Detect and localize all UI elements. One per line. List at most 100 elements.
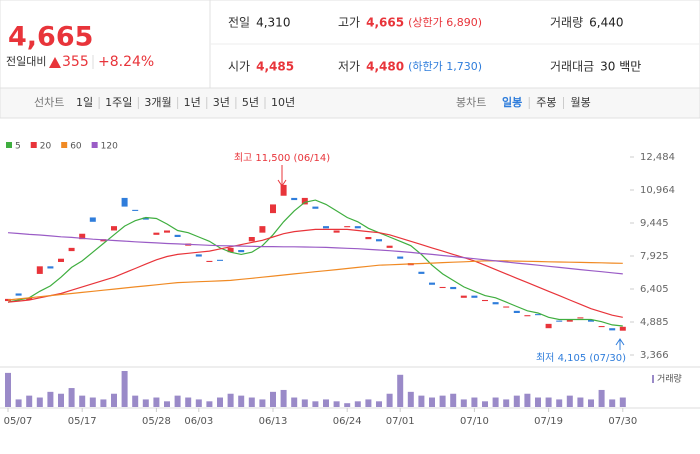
- volume-bar: [312, 401, 319, 407]
- change: 355: [62, 54, 89, 70]
- x-tick-label: 07/30: [608, 416, 637, 427]
- stat-label: 거래대금: [550, 60, 594, 74]
- volume-bar: [164, 401, 170, 407]
- candle: [482, 299, 488, 302]
- legend-swatch: [61, 142, 68, 148]
- y-tick-label: 10,964: [640, 185, 675, 196]
- tab[interactable]: 3년: [213, 96, 230, 109]
- candle: [153, 232, 160, 235]
- tab[interactable]: 주봉: [536, 96, 556, 109]
- candle: [535, 314, 541, 316]
- volume-bar: [79, 395, 86, 407]
- tab-label: 봉차트: [456, 96, 486, 109]
- tab[interactable]: 3개월: [144, 96, 171, 109]
- volume-bar: [227, 393, 234, 407]
- volume-bar: [460, 399, 467, 407]
- legend-label: 5: [15, 142, 21, 152]
- tab-label: 선차트: [34, 96, 64, 109]
- candle: [248, 236, 255, 242]
- volume-bar: [386, 393, 393, 407]
- stat-value: 4,480: [366, 60, 404, 74]
- volume-bar: [15, 399, 22, 407]
- tab[interactable]: 5년: [242, 96, 259, 109]
- candle: [121, 197, 128, 207]
- x-tick-label: 05/07: [4, 416, 33, 427]
- tab[interactable]: 일봉: [502, 95, 522, 109]
- ma-line: [7, 232, 623, 275]
- stat-value: 6,440: [589, 16, 623, 30]
- tab[interactable]: 1일: [76, 95, 93, 109]
- candle: [195, 254, 202, 257]
- volume-bar: [503, 399, 510, 407]
- tab[interactable]: 1년: [184, 96, 201, 109]
- volume-bar: [248, 397, 255, 407]
- candle: [174, 234, 181, 237]
- volume-bar: [545, 397, 552, 407]
- candle: [354, 226, 361, 229]
- ma-line: [7, 228, 623, 318]
- candle: [397, 256, 404, 259]
- stat-label: 고가: [338, 16, 360, 30]
- candle: [312, 206, 319, 209]
- tab[interactable]: 1주일: [105, 95, 132, 109]
- volume-bar: [513, 395, 520, 407]
- candle: [439, 286, 446, 289]
- candle: [164, 230, 170, 233]
- x-tick-label: 05/17: [68, 416, 97, 427]
- stat-sub: (상한가 6,890): [408, 16, 482, 29]
- candle: [492, 302, 499, 305]
- candle: [598, 326, 605, 328]
- high-annotation: 최고 11,500 (06/14): [234, 152, 330, 164]
- candle: [47, 266, 54, 269]
- candle: [206, 260, 213, 262]
- legend-label: 120: [101, 142, 118, 152]
- volume-bar: [566, 395, 573, 407]
- volume-bar: [58, 393, 64, 407]
- volume-bar: [195, 399, 202, 407]
- candle: [566, 319, 573, 322]
- volume-bar: [280, 389, 287, 407]
- candle: [376, 239, 382, 242]
- volume-bar: [323, 399, 329, 407]
- tab[interactable]: 10년: [271, 96, 295, 109]
- up-arrow: [49, 57, 61, 68]
- volume-bar: [132, 395, 139, 407]
- candle: [609, 328, 616, 331]
- stat-value: 4,485: [256, 60, 294, 74]
- volume-bar: [471, 397, 478, 407]
- volume-bar: [429, 397, 435, 407]
- volume-bar: [397, 374, 404, 407]
- volume-bar: [174, 395, 181, 407]
- volume-bar: [333, 401, 340, 407]
- stat-value: 30 백만: [600, 60, 641, 74]
- tab[interactable]: 월봉: [571, 96, 591, 109]
- volume-bar: [609, 399, 616, 407]
- x-tick-label: 07/01: [386, 416, 415, 427]
- ma-line: [7, 260, 623, 301]
- low-annotation: 최저 4,105 (07/30): [536, 352, 626, 364]
- stat-label: 전일: [228, 16, 250, 30]
- volume-bar: [142, 399, 149, 407]
- y-tick-label: 12,484: [640, 152, 675, 163]
- x-tick-label: 05/28: [142, 416, 171, 427]
- volume-bar: [482, 401, 488, 407]
- candle: [323, 226, 329, 229]
- candle: [301, 197, 308, 205]
- candle: [68, 247, 75, 252]
- volume-bar: [259, 399, 266, 407]
- volume-bar: [121, 371, 128, 407]
- volume-bar: [238, 395, 245, 407]
- volume-bar: [5, 372, 11, 407]
- candle: [238, 250, 245, 253]
- candle: [270, 204, 276, 214]
- x-tick-label: 06/24: [333, 416, 362, 427]
- candle: [524, 315, 531, 317]
- y-tick-label: 6,405: [640, 284, 669, 295]
- candle: [513, 310, 520, 314]
- candle: [418, 271, 425, 274]
- volume-bar: [26, 395, 33, 407]
- volume-bar: [535, 397, 541, 407]
- stat-label: 시가: [228, 60, 250, 74]
- candle: [365, 236, 372, 240]
